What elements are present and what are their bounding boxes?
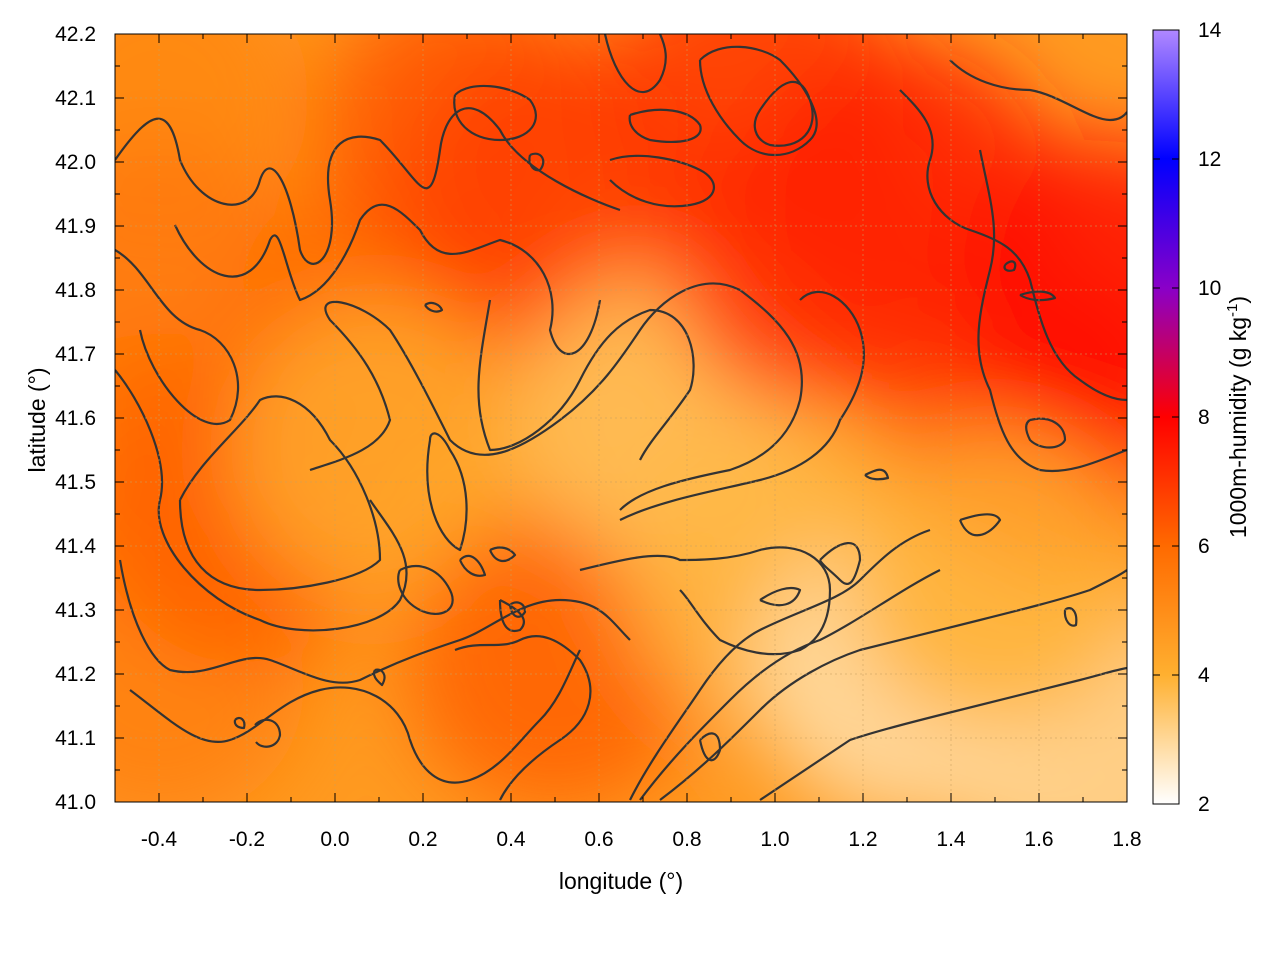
colorbar-tick-label: 8 (1198, 406, 1210, 429)
contour-line (628, 108, 702, 143)
colorbar-tick-label: 4 (1198, 664, 1210, 687)
y-tick-label: 41.0 (55, 791, 96, 814)
colorbar-tick-label: 6 (1198, 535, 1210, 558)
contour-line (115, 107, 621, 265)
humidity-sample (229, 300, 529, 600)
contour-line (659, 569, 1127, 801)
contour-lines (115, 34, 1127, 801)
y-tick-label: 41.5 (55, 471, 96, 494)
contour-line (498, 599, 525, 633)
contour-line (254, 718, 282, 748)
humidity-sample (845, 428, 1127, 728)
x-tick-label: -0.4 (141, 828, 178, 851)
x-axis-label: longitude (°) (559, 868, 683, 894)
colorbar-label-end: ) (1225, 296, 1251, 304)
x-tick-label: -0.2 (229, 828, 265, 851)
contour-line (864, 468, 890, 481)
contour-line (173, 203, 602, 356)
contour-line (1025, 417, 1067, 449)
contour-line (372, 668, 386, 687)
contour-line (178, 395, 382, 592)
contour-line (639, 569, 941, 801)
contour-line (609, 154, 716, 208)
contour-line (488, 546, 517, 563)
contour-line (118, 559, 631, 684)
colorbar-label-main: 1000m-humidity (g kg (1225, 317, 1251, 538)
contour-line (454, 635, 592, 801)
x-tick-label: 1.2 (848, 828, 877, 851)
contour-line (619, 290, 865, 521)
y-tick-label: 41.9 (55, 215, 96, 238)
contour-line (603, 34, 667, 94)
contour-line (759, 586, 802, 607)
contour-line (477, 299, 695, 461)
x-tick-label: 0.0 (320, 828, 349, 851)
contour-line (115, 369, 408, 632)
y-tick-label: 42.1 (55, 87, 96, 110)
contour-line (949, 59, 1127, 122)
y-tick-label: 41.1 (55, 727, 96, 750)
x-axis: -0.4 -0.2 0.0 0.2 0.4 0.6 0.8 1.0 1.2 1.4 1.6 1.8 (114, 34, 1142, 851)
contour-line (977, 149, 1127, 473)
y-tick-label: 41.2 (55, 663, 96, 686)
colorbar-label-sup: -1 (1224, 304, 1241, 317)
heatmap-field (115, 34, 1127, 802)
contour-line (1003, 260, 1017, 272)
contour-line (424, 301, 444, 313)
contour-line (899, 89, 1127, 402)
colorbar-label: 1000m-humidity (g kg-1) (1224, 296, 1251, 538)
y-tick-label: 41.6 (55, 407, 96, 430)
y-axis-label: latitude (°) (24, 367, 50, 472)
contour-line (1063, 607, 1078, 627)
x-tick-label: 0.6 (584, 828, 613, 851)
grid-lines (115, 34, 1127, 802)
colorbar-tick-label: 2 (1198, 793, 1210, 816)
x-tick-label: 1.4 (936, 828, 966, 851)
contour-line (233, 716, 246, 730)
y-tick-label: 41.7 (55, 343, 96, 366)
y-axis: 41.0 41.1 41.2 41.3 41.4 41.5 41.6 41.7 41.8 41.9… (55, 23, 1127, 814)
x-tick-label: 0.2 (408, 828, 437, 851)
colorbar-tick-label: 10 (1198, 277, 1221, 300)
x-tick-label: 1.6 (1024, 828, 1053, 851)
colorbar-ticks: 2 4 6 8 10 12 14 (1153, 19, 1222, 816)
contour-line (453, 84, 537, 142)
y-tick-label: 41.4 (55, 535, 96, 558)
y-tick-label: 41.3 (55, 599, 96, 622)
contour-line (129, 649, 581, 784)
colorbar-tick-label: 12 (1198, 148, 1221, 171)
contour-line (115, 249, 240, 425)
contour-line (629, 528, 931, 801)
contour-line (458, 554, 487, 577)
contour-line (426, 432, 468, 552)
contour-line (698, 45, 818, 157)
x-tick-label: 0.4 (496, 828, 526, 851)
y-tick-label: 41.8 (55, 279, 96, 302)
colorbar: 2 4 6 8 10 12 14 1000m-humidity (g kg-1) (1152, 19, 1251, 816)
contour-line (753, 80, 814, 147)
contour-line (528, 152, 545, 172)
contour-line (309, 282, 803, 511)
contour-line (508, 601, 527, 618)
contour-line (759, 666, 1127, 801)
y-tick-label: 42.0 (55, 151, 96, 174)
x-tick-label: 1.8 (1112, 828, 1141, 851)
colorbar-tick-label: 14 (1198, 19, 1222, 42)
contour-line (579, 546, 832, 656)
x-tick-label: 0.8 (672, 828, 701, 851)
contour-line (958, 513, 1002, 537)
contour-line (397, 565, 454, 615)
y-tick-label: 42.2 (55, 23, 96, 46)
x-tick-label: 1.0 (760, 828, 789, 851)
contour-line (818, 542, 862, 585)
